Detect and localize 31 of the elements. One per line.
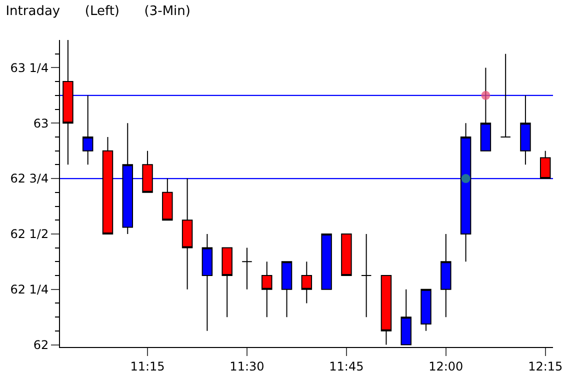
candlestick — [281, 261, 292, 318]
candlestick — [202, 233, 213, 332]
chart-title: Intraday (Left) (3-Min) — [6, 4, 190, 19]
candlestick — [162, 178, 173, 221]
x-tick-label: 11:45 — [329, 359, 364, 374]
candlestick — [360, 233, 372, 318]
candlestick — [380, 275, 392, 346]
candlestick — [341, 233, 352, 276]
candlestick — [242, 247, 252, 290]
candlestick — [321, 233, 332, 290]
candlestick — [222, 247, 232, 318]
y-tick-label: 63 — [33, 116, 49, 130]
y-tick-label: 62 — [33, 338, 49, 352]
x-tick-label: 12:15 — [528, 359, 563, 374]
y-tick-label: 62 3/4 — [10, 172, 49, 186]
candlestick — [500, 53, 511, 138]
candlestick — [540, 150, 551, 180]
x-tick-label: 11:15 — [130, 359, 165, 374]
candlestick — [301, 261, 312, 304]
candlestick — [102, 136, 114, 234]
y-tick-label: 62 1/4 — [10, 282, 49, 297]
candlestick — [182, 178, 193, 290]
x-tick-label: 12:00 — [428, 359, 464, 374]
candlestick — [420, 288, 432, 332]
candlestick — [440, 233, 452, 318]
candlestick — [142, 150, 153, 193]
y-tick-label: 62 1/2 — [10, 227, 49, 242]
candlestick — [262, 261, 272, 318]
x-tick-label: 11:30 — [230, 359, 264, 374]
y-tick-label: 63 1/4 — [10, 60, 49, 75]
candlestick — [62, 40, 74, 166]
